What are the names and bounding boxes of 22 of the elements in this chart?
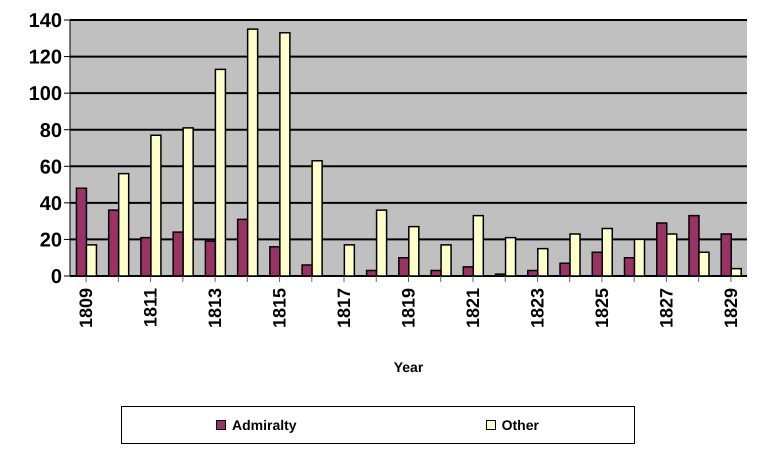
y-tick-label: 80 [40, 120, 62, 142]
x-tick-label: 1823 [527, 288, 548, 328]
legend-label: Admiralty [231, 417, 297, 433]
x-tick-label: 1813 [205, 288, 226, 328]
y-tick-label: 100 [28, 83, 62, 106]
x-tick-label: 1825 [592, 288, 612, 328]
x-tick-label: 1827 [656, 288, 676, 328]
legend-label: Other [500, 417, 539, 433]
x-tick-label: 1819 [398, 288, 418, 328]
x-tick-label: 1821 [462, 288, 483, 328]
y-tick-label: 60 [40, 156, 62, 178]
y-tick-label: 120 [28, 46, 62, 69]
x-axis-title: Year [394, 359, 424, 375]
x-tick-label: 1809 [76, 288, 96, 328]
y-tick-label: 20 [40, 230, 62, 252]
y-tick-label: 0 [50, 266, 62, 288]
y-tick-label: 40 [40, 192, 62, 215]
x-tick-label: 1817 [334, 288, 354, 328]
x-tick-label: 1829 [720, 288, 741, 328]
x-tick-label: 1815 [270, 288, 290, 328]
y-tick-label: 140 [28, 10, 62, 32]
x-tick-label: 1811 [140, 288, 161, 328]
